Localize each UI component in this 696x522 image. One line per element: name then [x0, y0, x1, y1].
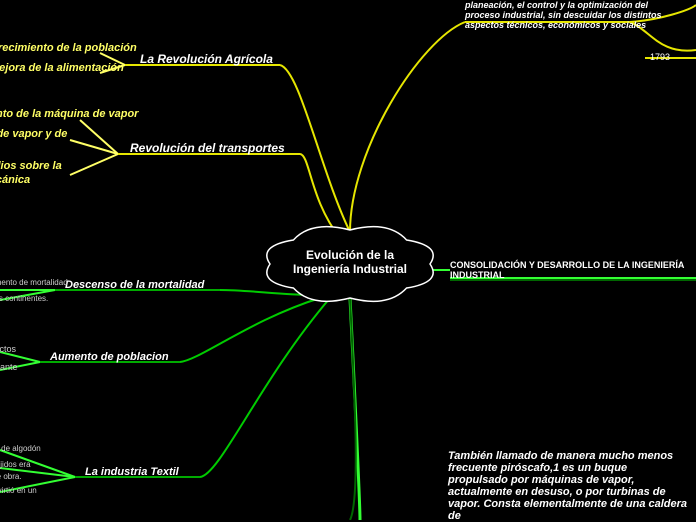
center-node: Evolución de laIngeniería Industrial — [270, 248, 430, 276]
center-title-2: Ingeniería Industrial — [293, 262, 407, 276]
center-title-1: Evolución de la — [306, 248, 394, 262]
